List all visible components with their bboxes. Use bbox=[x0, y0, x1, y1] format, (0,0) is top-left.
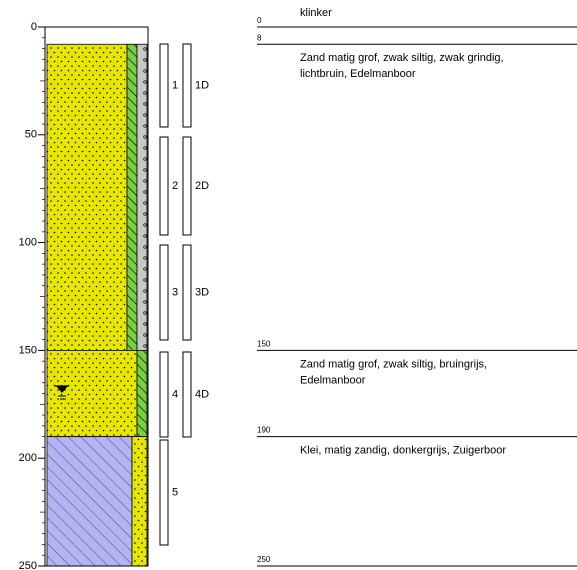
tick-label: 250 bbox=[19, 560, 37, 570]
sample-label: 1 bbox=[172, 79, 178, 91]
soil-layer bbox=[47, 350, 137, 436]
soil-layer bbox=[47, 437, 132, 566]
sample-label: 3 bbox=[172, 286, 178, 298]
sample-box bbox=[160, 352, 168, 437]
depth-label: 0 bbox=[257, 16, 262, 25]
borehole-log: 0 50 100 150 200 250 1 1D 2 2D 3 3D 4 4D 5 0 klinker 8 Z… bbox=[0, 0, 577, 570]
sample-label: 4 bbox=[172, 388, 178, 400]
sample-box bbox=[160, 137, 168, 235]
soil-layer bbox=[137, 350, 147, 436]
duplicate-label: 2D bbox=[195, 180, 209, 192]
soil-layer bbox=[47, 44, 127, 350]
tick-label: 150 bbox=[19, 344, 37, 356]
layer-description: klinker bbox=[300, 7, 332, 19]
duplicate-label: 3D bbox=[195, 286, 209, 298]
sample-label: 2 bbox=[172, 180, 178, 192]
duplicate-label: 1D bbox=[195, 79, 209, 91]
duplicate-box bbox=[183, 137, 191, 235]
depth-label: 190 bbox=[257, 426, 271, 435]
layer-description: Edelmanboor bbox=[300, 374, 366, 386]
duplicate-box bbox=[183, 44, 191, 127]
soil-column bbox=[45, 27, 148, 566]
depth-label: 250 bbox=[257, 555, 271, 564]
depth-axis: 0 50 100 150 200 250 bbox=[19, 21, 45, 570]
tick-label: 50 bbox=[25, 129, 37, 141]
layer-description: Zand matig grof, zwak siltig, bruingrijs… bbox=[300, 358, 487, 370]
sample-box bbox=[160, 245, 168, 340]
depth-label: 8 bbox=[257, 33, 262, 42]
soil-layer bbox=[137, 44, 147, 350]
sample-box bbox=[160, 44, 168, 127]
tick-label: 0 bbox=[31, 21, 37, 33]
sample-label: 5 bbox=[172, 486, 178, 498]
samples: 1 1D 2 2D 3 3D 4 4D 5 bbox=[160, 44, 209, 545]
layer-description: lichtbruin, Edelmanboor bbox=[300, 68, 416, 80]
soil-layer bbox=[132, 437, 147, 566]
duplicate-box bbox=[183, 352, 191, 437]
layer-description: Klei, matig zandig, donkergrijs, Zuigerb… bbox=[300, 445, 506, 457]
tick-label: 100 bbox=[19, 237, 37, 249]
duplicate-label: 4D bbox=[195, 388, 209, 400]
tick-label: 200 bbox=[19, 452, 37, 464]
descriptions: 0 klinker 8 Zand matig grof, zwak siltig, z… bbox=[257, 7, 577, 566]
layer-description: Zand matig grof, zwak siltig, zwak grind… bbox=[300, 52, 504, 64]
sample-box bbox=[160, 440, 168, 545]
soil-layer bbox=[127, 44, 137, 350]
duplicate-box bbox=[183, 245, 191, 340]
depth-label: 150 bbox=[257, 340, 271, 349]
